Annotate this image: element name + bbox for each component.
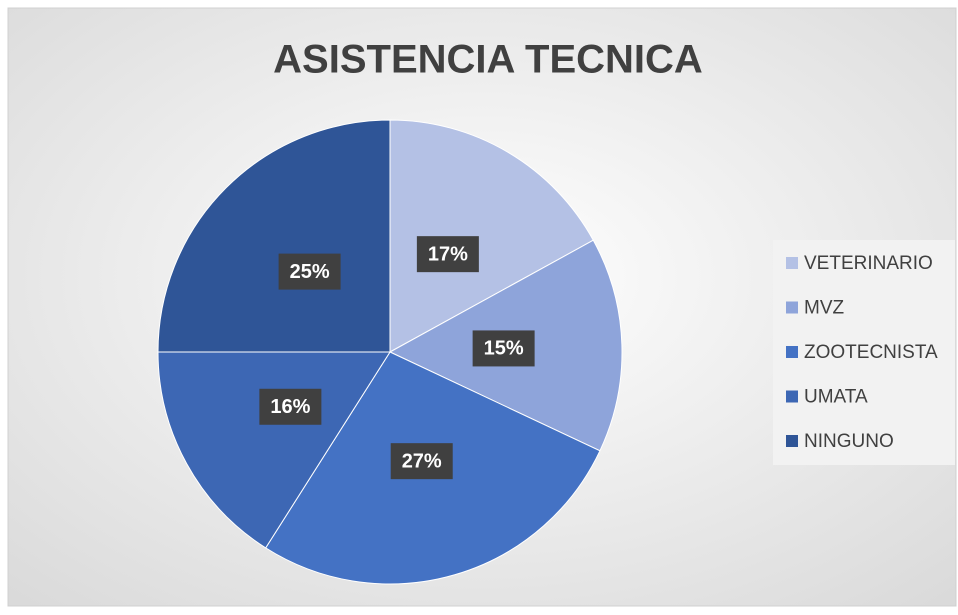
data-label-box — [278, 253, 341, 290]
data-label: 15% — [484, 338, 524, 360]
data-label-box — [259, 388, 322, 425]
legend-label: NINGUNO — [804, 431, 894, 452]
legend-swatch — [786, 301, 798, 314]
chart-title: ASISTENCIA TECNICA — [273, 38, 703, 82]
legend-label: UMATA — [804, 387, 868, 408]
legend-label: MVZ — [804, 298, 845, 319]
legend-swatch — [786, 435, 798, 447]
pie-slice — [157, 119, 391, 353]
legend-swatch — [786, 257, 798, 269]
data-label-box — [472, 330, 535, 367]
pie-slice — [389, 119, 594, 353]
legend-swatch — [786, 346, 798, 358]
data-label: 27% — [402, 450, 442, 472]
pie-slice — [157, 351, 391, 549]
data-label-box — [416, 236, 479, 273]
legend-label: VETERINARIO — [804, 253, 933, 274]
data-label: 16% — [270, 396, 310, 418]
data-label: 25% — [290, 261, 330, 283]
legend — [773, 240, 955, 465]
data-label-box — [390, 443, 453, 480]
legend-swatch — [786, 390, 798, 403]
data-label: 17% — [428, 243, 468, 265]
legend-label: ZOOTECNISTA — [804, 342, 938, 363]
